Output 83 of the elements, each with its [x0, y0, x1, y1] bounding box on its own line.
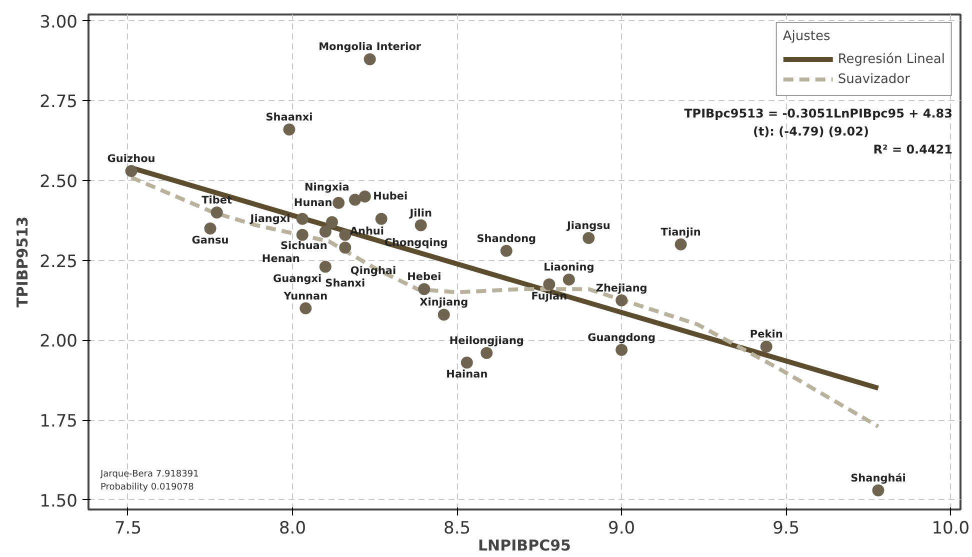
point [364, 53, 376, 66]
point [375, 212, 388, 225]
annotation: Xinjiang [420, 296, 468, 309]
annotation: Guangdong [588, 332, 656, 344]
point [296, 228, 308, 241]
point [418, 283, 430, 296]
point [326, 216, 338, 228]
annotation: Hainan [446, 368, 488, 381]
point [480, 347, 493, 360]
x-axis-title: LNPIBPC95 [478, 536, 571, 554]
annotation: Shanxi [325, 278, 366, 290]
annotation: Tianjin [660, 226, 701, 238]
legend-title: Ajustes [782, 29, 832, 44]
annotation: Hebei [407, 271, 442, 284]
annotation: Qinghai [350, 264, 396, 277]
annotation: Jilin [408, 207, 432, 220]
annotation: Jiangsu [566, 220, 610, 232]
annotation: Sichuan [280, 240, 328, 252]
point [283, 123, 296, 136]
point [562, 274, 575, 286]
point [204, 222, 216, 234]
point [358, 190, 371, 203]
annotation: Guangxi [273, 272, 322, 285]
y-tick-label: 2.50 [40, 172, 78, 192]
x-tick-label: 9.5 [772, 518, 800, 538]
y-axis-title: TPIBP9513 [14, 216, 32, 308]
annotation: Probability 0.019078 [100, 482, 194, 492]
annotation: Gansu [192, 234, 229, 246]
point [760, 340, 772, 353]
annotation: Pekin [750, 328, 783, 341]
point [296, 212, 308, 225]
point [125, 164, 138, 177]
annotation: Hunan [294, 196, 332, 209]
point [674, 238, 687, 250]
y-tick-label: 2.00 [40, 332, 78, 352]
point [319, 226, 332, 238]
point [332, 196, 345, 209]
annotation: Shanghái [850, 472, 906, 484]
annotation: (t): (-4.79) (9.02) [752, 124, 869, 138]
x-tick-label: 7.5 [114, 518, 142, 538]
annotation: Henan [262, 252, 300, 265]
point [349, 194, 362, 206]
annotation: Ningxia [304, 182, 350, 194]
x-tick-label: 9.0 [608, 518, 636, 538]
annotation: Shaanxi [266, 111, 313, 124]
point [339, 228, 352, 241]
y-tick-label: 2.25 [40, 252, 78, 272]
point [582, 232, 595, 244]
y-tick-label: 1.50 [40, 491, 78, 512]
x-tick-label: 10.0 [932, 518, 970, 538]
annotation: Hubei [373, 190, 408, 203]
point [438, 308, 450, 321]
point [210, 206, 223, 218]
annotation: Jarque-Bera 7.918391 [100, 470, 199, 480]
point [319, 260, 332, 273]
x-tick-label: 8.5 [444, 518, 471, 538]
annotation: Guizhou [107, 152, 156, 165]
x-tick-label: 8.0 [278, 518, 306, 538]
annotation: TPIBpc9513 = -0.3051LnPIBpc95 + 4.83 [684, 106, 952, 120]
annotation: Heilongjiang [449, 335, 524, 348]
legend-label: Regresión Lineal [838, 52, 945, 66]
annotation: Shandong [476, 232, 536, 245]
annotation: Zhejiang [596, 282, 648, 294]
y-tick-label: 3.00 [40, 12, 78, 32]
annotation: Yunnan [282, 290, 328, 302]
point [500, 244, 512, 257]
point [414, 219, 427, 232]
annotation: Fujian [531, 290, 568, 302]
point [339, 242, 352, 254]
annotation: Mongolia Interior [318, 41, 422, 54]
legend-label: Suavizador [838, 72, 910, 86]
point [300, 302, 312, 314]
y-tick-label: 2.75 [40, 92, 78, 112]
y-tick-label: 1.75 [40, 412, 78, 432]
point [616, 344, 628, 356]
point [543, 278, 556, 290]
point [460, 356, 473, 369]
annotation: Jiangxi [249, 212, 290, 225]
annotation: R² = 0.4421 [873, 142, 953, 156]
annotation: Tibet [202, 194, 232, 206]
point [616, 294, 628, 306]
annotation: Liaoning [544, 262, 594, 274]
point [872, 484, 884, 496]
